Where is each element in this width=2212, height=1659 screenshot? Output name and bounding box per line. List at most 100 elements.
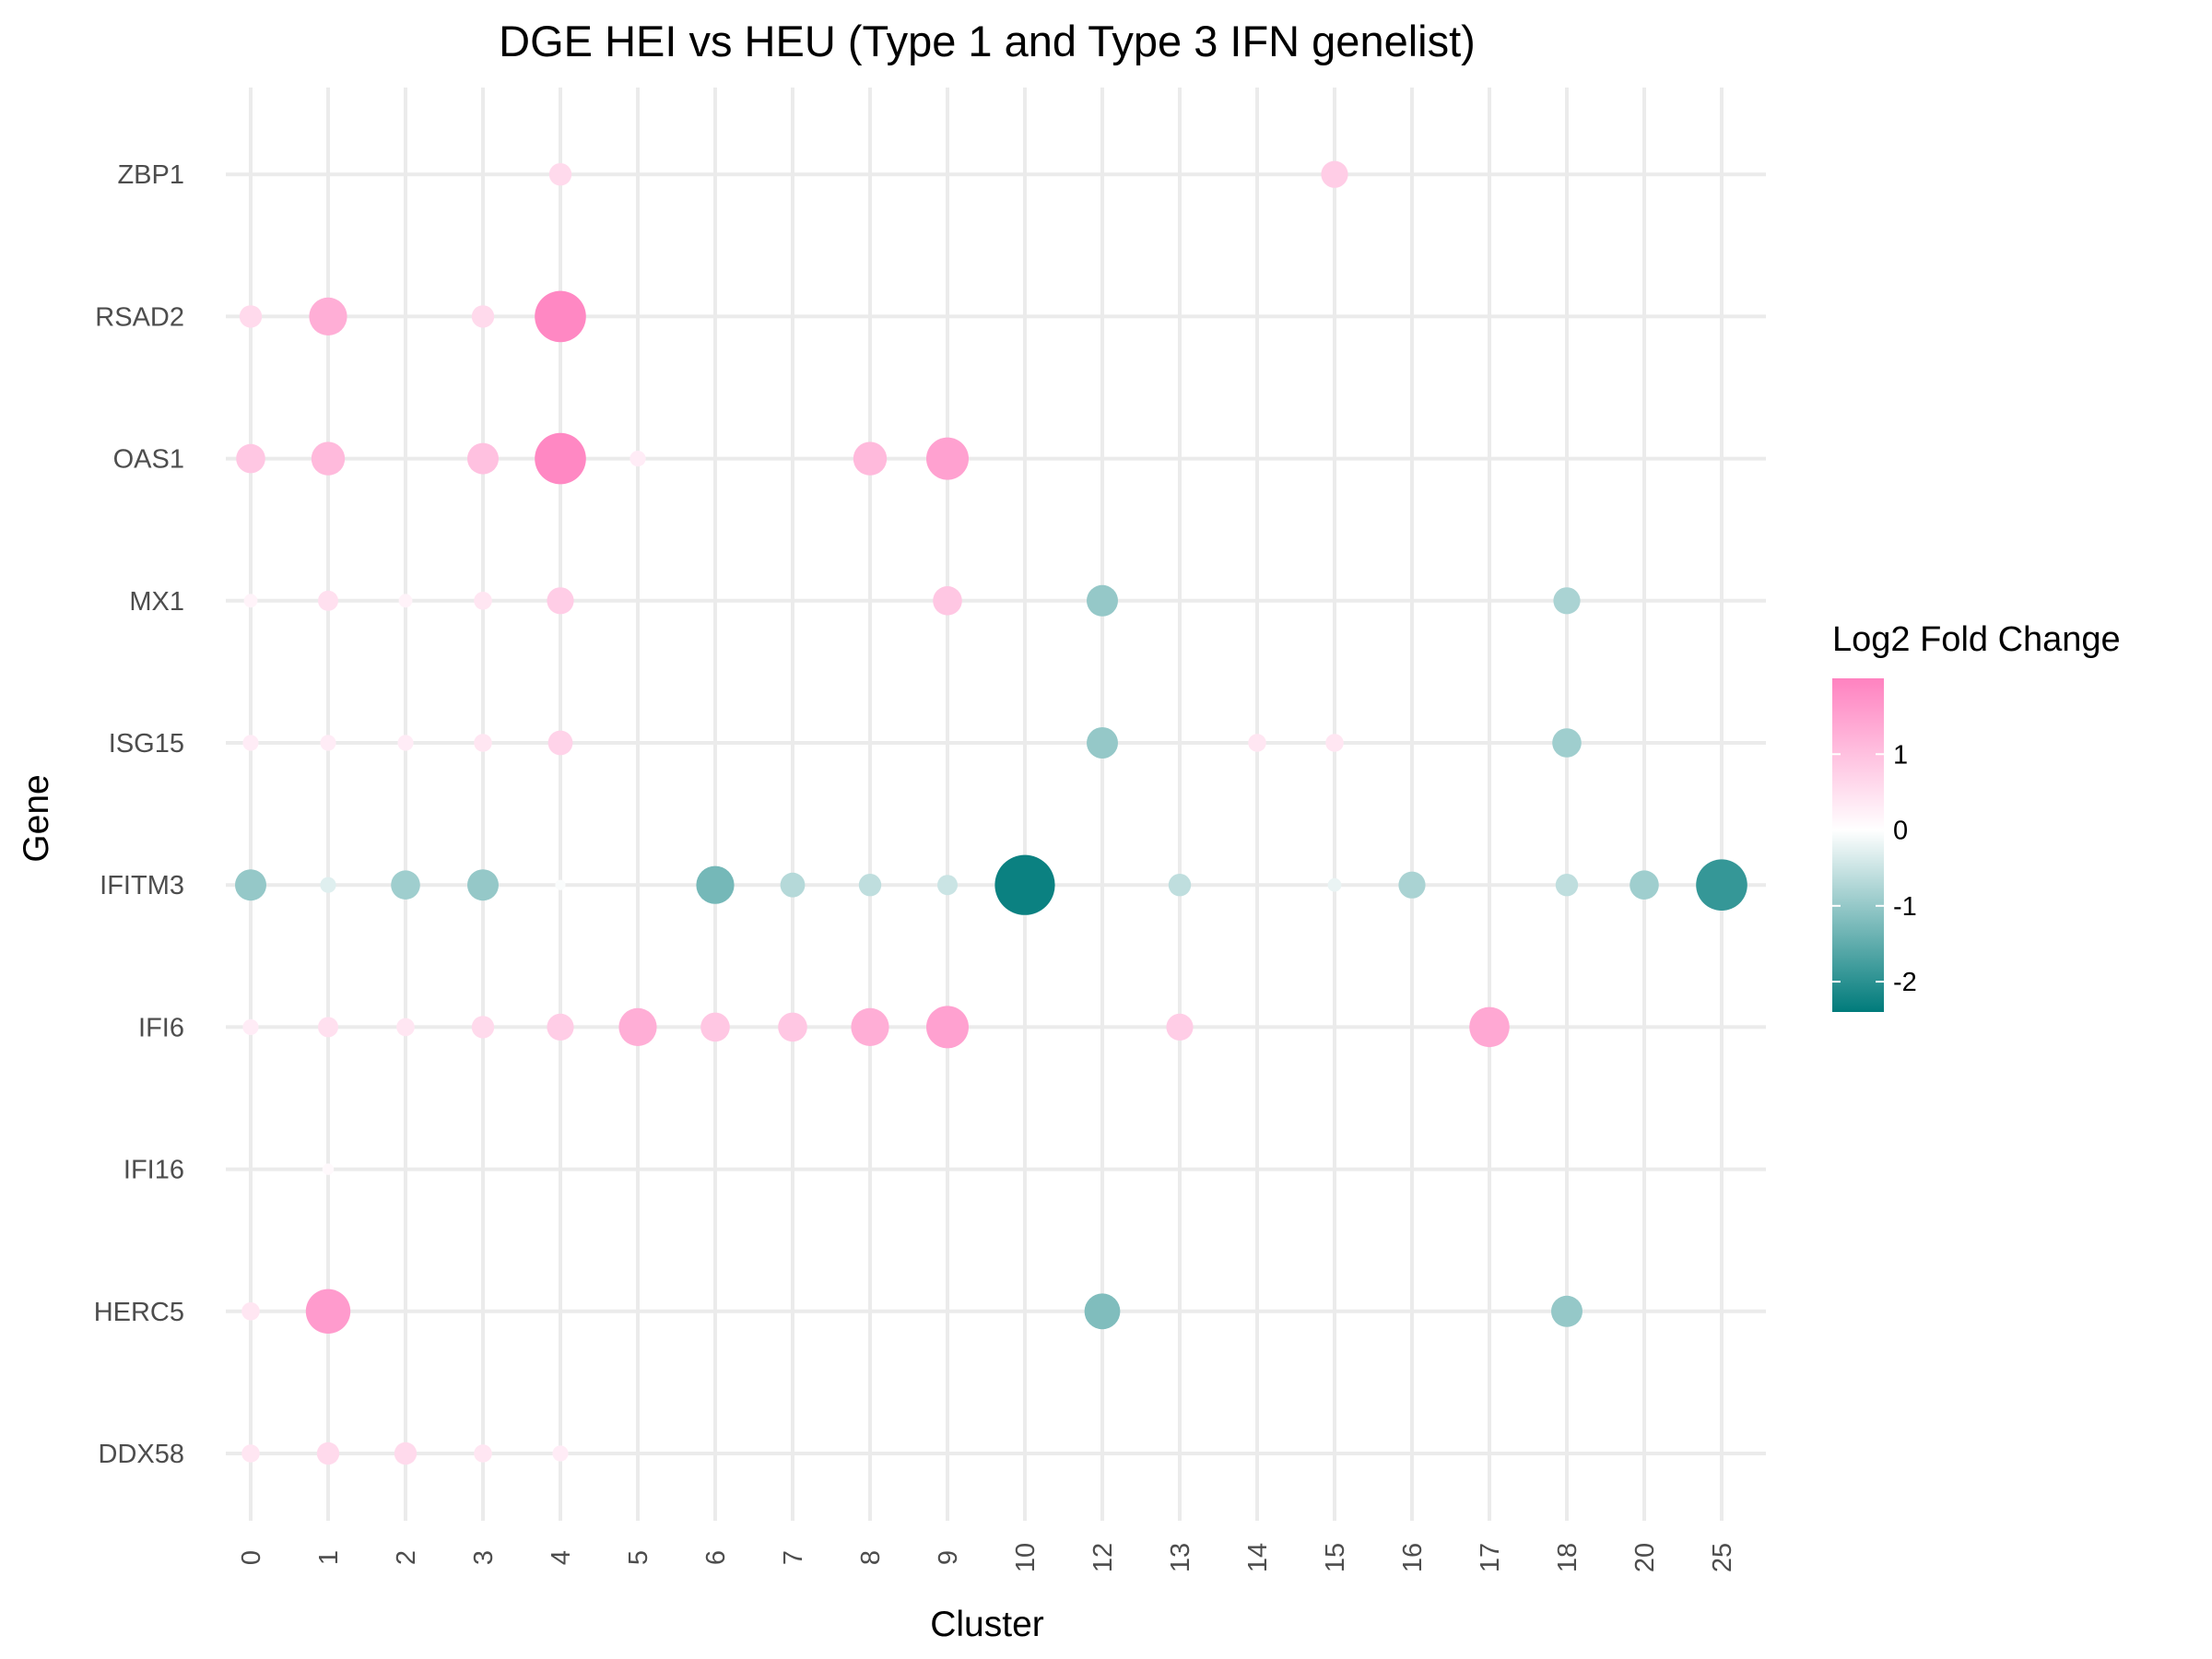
- x-tick-label: 16: [1398, 1543, 1428, 1572]
- data-point: [318, 590, 338, 611]
- data-point: [1469, 1006, 1510, 1048]
- legend-tick-label: -2: [1893, 968, 1917, 997]
- data-point: [1087, 584, 1118, 617]
- x-tick-label: 18: [1553, 1543, 1583, 1572]
- data-point: [937, 875, 958, 896]
- data-point: [1168, 874, 1192, 897]
- x-tick-label: 6: [701, 1550, 731, 1565]
- x-tick-label: 25: [1708, 1543, 1737, 1572]
- data-point: [467, 442, 499, 475]
- x-tick-label: 20: [1630, 1543, 1660, 1572]
- y-tick-label: IFI16: [124, 1156, 184, 1185]
- data-point: [241, 1444, 260, 1463]
- data-point: [474, 734, 492, 752]
- data-point: [696, 865, 735, 904]
- data-point: [1325, 734, 1344, 752]
- data-point: [547, 730, 573, 756]
- x-tick-label: 0: [237, 1550, 266, 1565]
- y-tick-label: IFI6: [138, 1013, 184, 1042]
- x-tick-label: 14: [1243, 1543, 1273, 1572]
- data-point: [241, 1302, 260, 1321]
- data-point: [547, 1013, 574, 1041]
- data-point: [552, 1445, 569, 1462]
- data-point: [994, 854, 1055, 915]
- data-points: [235, 160, 1747, 1465]
- y-axis-tick-labels: DDX58 HERC5 IFI16 IFI6 IFITM3 ISG15 MX1 OAS1 RSA…: [94, 160, 184, 1469]
- x-tick-label: 10: [1011, 1543, 1041, 1572]
- data-point: [318, 1017, 338, 1038]
- data-point: [474, 592, 492, 610]
- data-point: [398, 594, 413, 608]
- y-tick-label: MX1: [129, 587, 184, 617]
- chart-title: DGE HEI vs HEU (Type 1 and Type 3 IFN ge…: [499, 17, 1476, 65]
- data-point: [618, 1007, 657, 1046]
- x-tick-label: 17: [1476, 1543, 1505, 1572]
- data-point: [1248, 734, 1266, 752]
- x-axis-tick-labels: 0 1 2 3 4 5 6 7 8 9 10 12 13 14 15 16 17 18 20 25: [237, 1543, 1737, 1572]
- data-point: [242, 1018, 259, 1035]
- data-point: [471, 1016, 495, 1039]
- data-point: [322, 1163, 335, 1175]
- data-point: [1551, 1295, 1583, 1327]
- data-point: [778, 1012, 807, 1042]
- x-tick-label: 4: [547, 1550, 576, 1565]
- data-point: [1696, 859, 1747, 911]
- data-point: [242, 735, 259, 751]
- color-legend: Log2 Fold Change 1 0 -1 -2: [1832, 620, 2121, 1012]
- data-point: [236, 443, 265, 474]
- data-point: [309, 297, 347, 335]
- data-point: [1552, 728, 1582, 758]
- x-tick-label: 12: [1088, 1543, 1118, 1572]
- data-point: [396, 1018, 415, 1037]
- data-point: [1398, 871, 1426, 899]
- data-point: [547, 587, 574, 615]
- x-axis-title: Cluster: [930, 1605, 1044, 1644]
- y-axis-title: Gene: [17, 774, 56, 862]
- data-point: [467, 869, 499, 901]
- data-point: [1166, 1013, 1194, 1041]
- data-point: [391, 870, 420, 900]
- y-tick-label: ISG15: [109, 729, 184, 759]
- data-point: [397, 735, 414, 751]
- y-tick-label: IFITM3: [100, 871, 184, 900]
- grid-lines: [226, 88, 1766, 1521]
- y-tick-label: OAS1: [113, 445, 184, 475]
- legend-tick-label: -1: [1893, 892, 1917, 922]
- data-point: [853, 441, 888, 476]
- data-point: [235, 869, 266, 901]
- y-tick-label: RSAD2: [95, 302, 184, 332]
- y-tick-label: HERC5: [94, 1298, 184, 1327]
- y-tick-label: ZBP1: [117, 160, 184, 190]
- data-point: [1555, 874, 1579, 897]
- data-point: [1327, 877, 1342, 892]
- legend-ticks: 1 0 -1 -2: [1832, 740, 1917, 997]
- data-point: [926, 1006, 969, 1049]
- legend-tick-label: 0: [1893, 817, 1908, 846]
- legend-tick-label: 1: [1893, 740, 1908, 770]
- data-point: [535, 290, 586, 343]
- data-point: [535, 432, 586, 485]
- x-tick-label: 1: [314, 1550, 344, 1565]
- data-point: [1630, 870, 1659, 900]
- data-point: [320, 877, 336, 893]
- data-point: [320, 735, 336, 751]
- data-point: [858, 874, 882, 897]
- data-point: [548, 163, 572, 186]
- data-point: [1553, 587, 1581, 615]
- data-point: [780, 872, 806, 898]
- data-point: [471, 305, 495, 328]
- data-point: [394, 1441, 418, 1465]
- data-point: [700, 1012, 730, 1042]
- data-point: [239, 305, 263, 328]
- x-tick-label: 2: [392, 1550, 421, 1565]
- data-point: [243, 594, 258, 608]
- legend-colorbar: [1832, 678, 1884, 1012]
- data-point: [1084, 1293, 1121, 1330]
- data-point: [311, 441, 346, 476]
- x-tick-label: 9: [934, 1550, 963, 1565]
- data-point: [933, 586, 962, 616]
- x-tick-label: 7: [779, 1550, 808, 1565]
- x-tick-label: 15: [1321, 1543, 1350, 1572]
- y-tick-label: DDX58: [99, 1440, 185, 1469]
